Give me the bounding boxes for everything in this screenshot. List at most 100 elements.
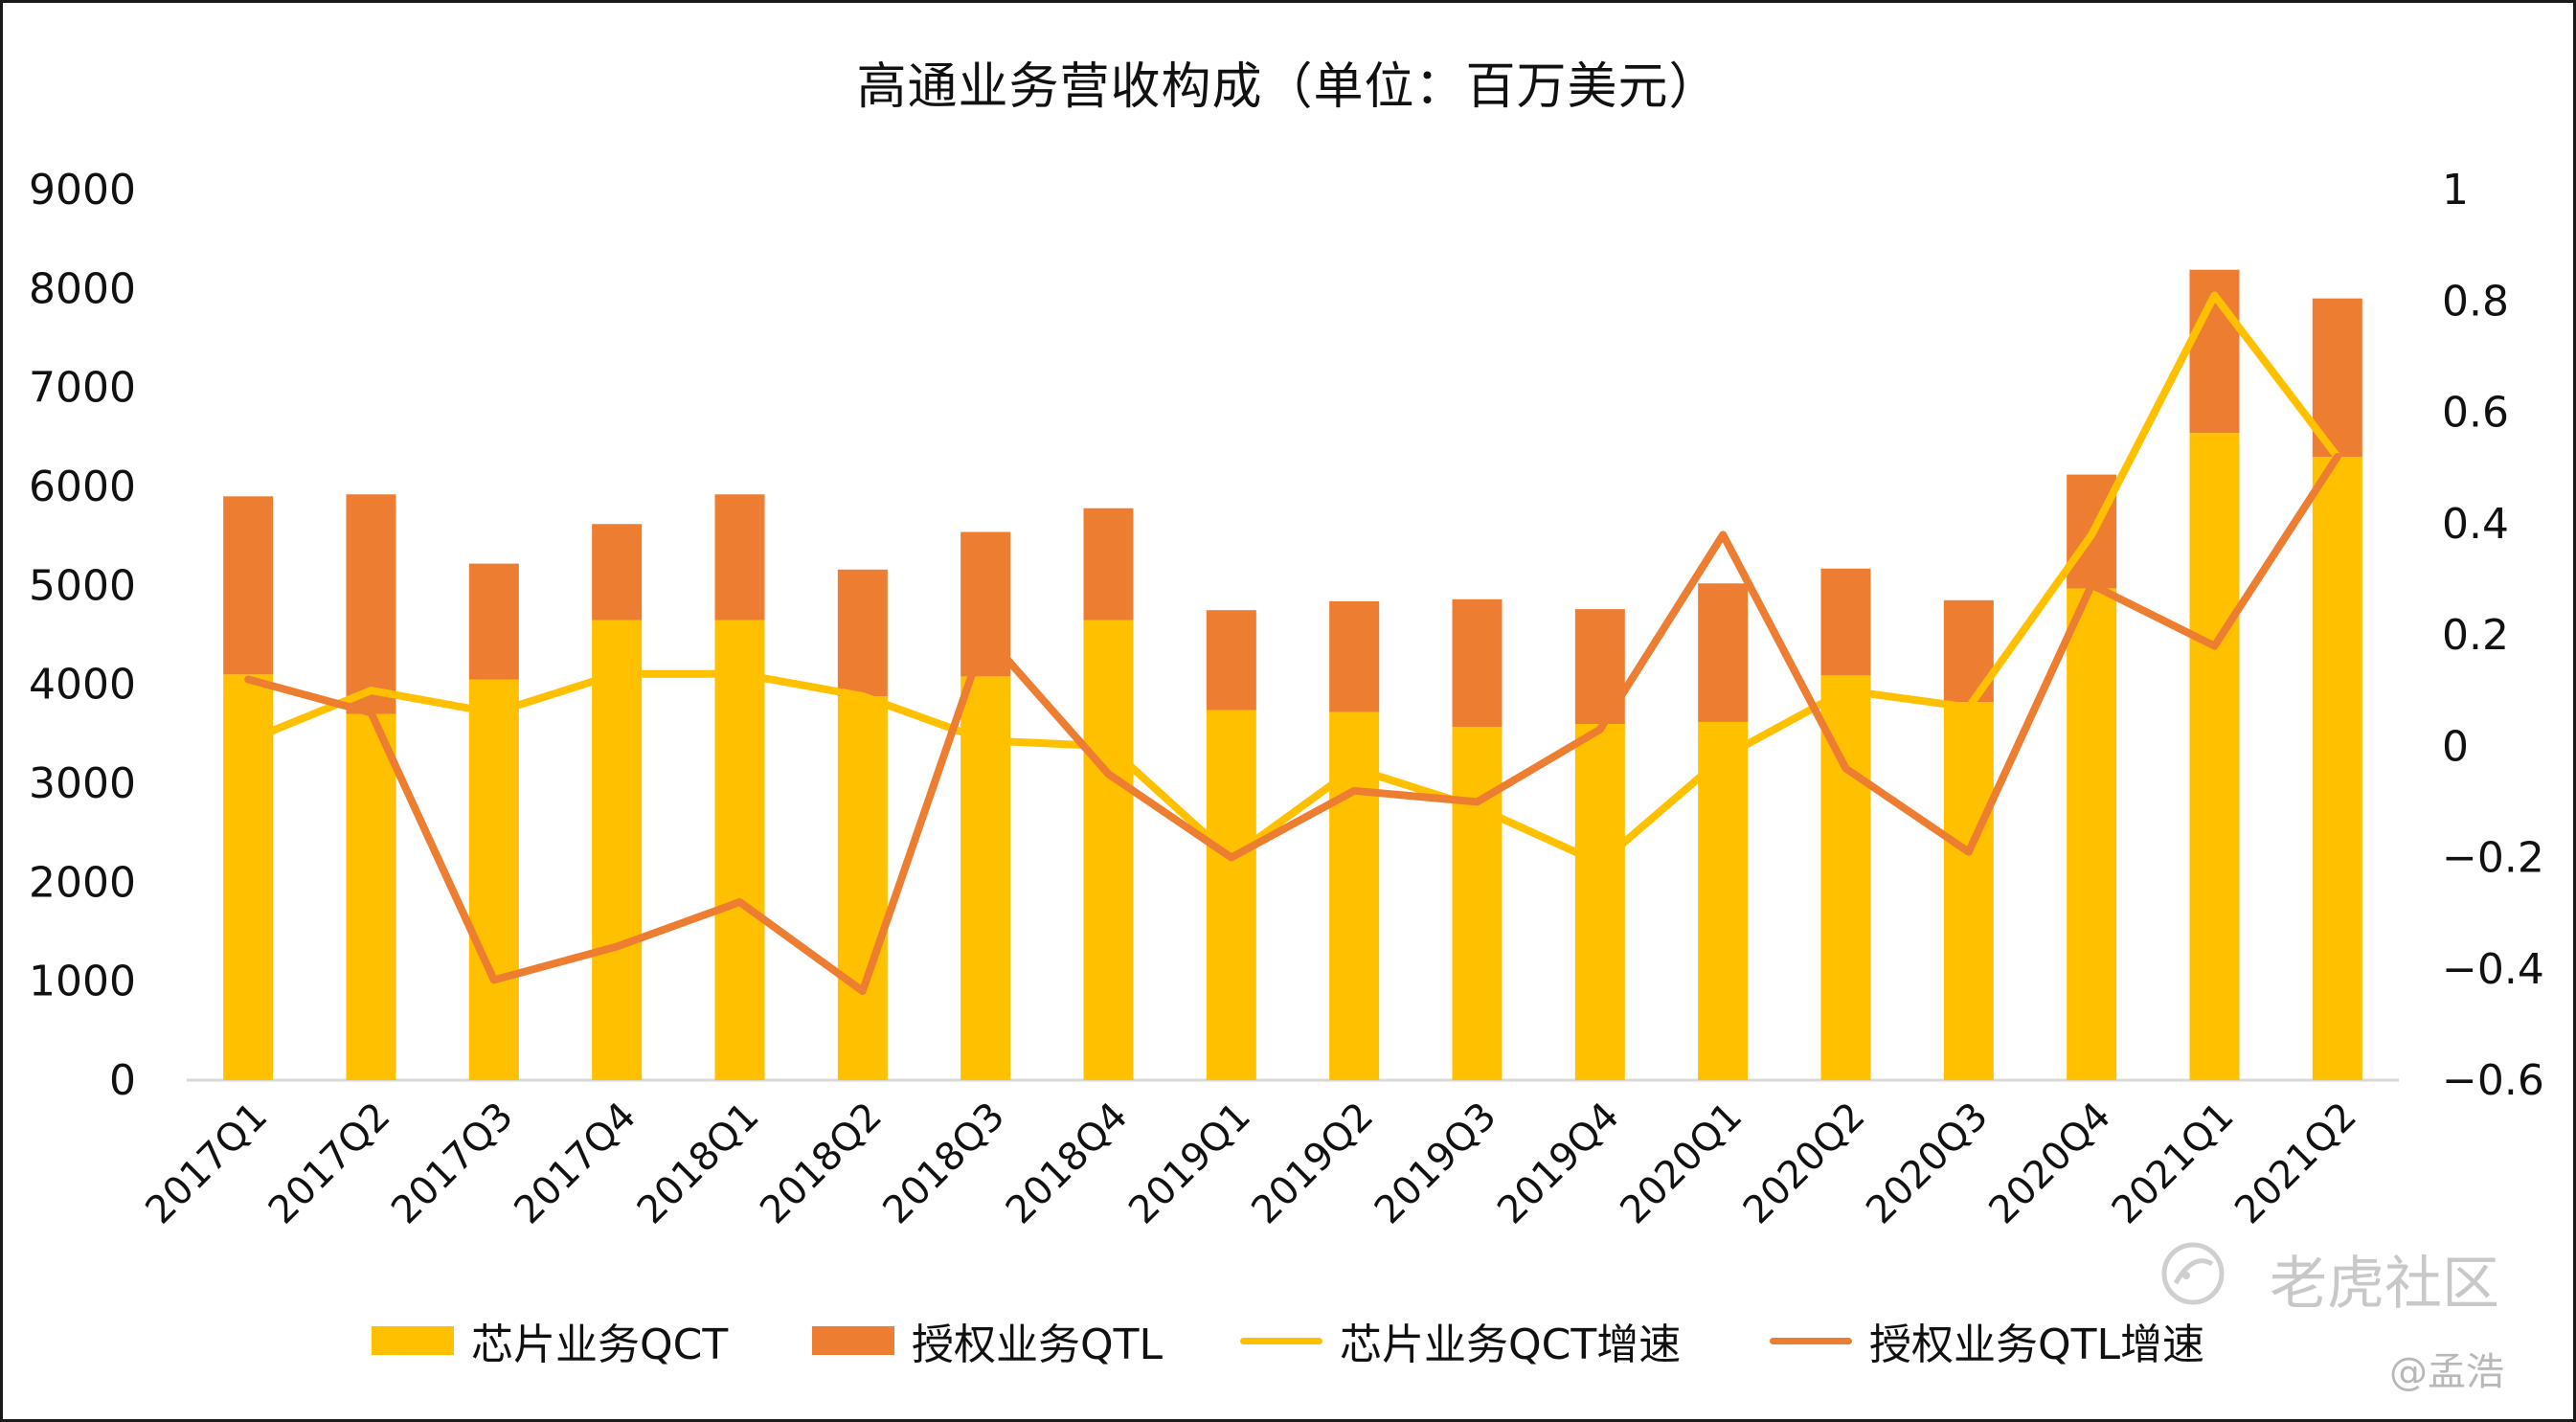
x-tick-label: 2018Q4 [998,1095,1137,1233]
bar-qtl [837,569,888,697]
y-right-tick-label: 1 [2442,166,2469,214]
point-qtl-growth [1598,728,1601,731]
line-qtl-growth [244,453,2341,995]
y-right-tick-label: 0.6 [2442,389,2509,438]
point-qct-growth [1353,767,1356,770]
bar-qtl [468,563,519,680]
point-qct-growth [984,739,987,742]
point-qtl-growth [1967,850,1970,853]
point-qtl-growth [1353,789,1356,792]
point-qct-growth [370,689,373,692]
legend-swatch-qct [372,1326,454,1355]
bar-qtl [1083,508,1134,621]
bar-qct [468,679,519,1080]
y-right-tick-label: 0 [2442,722,2469,771]
legend-item-qct[interactable]: 芯片业务QCT [372,1312,728,1369]
x-tick-label: 2018Q3 [874,1095,1013,1233]
x-tick-label: 2017Q1 [137,1095,276,1233]
bar-qtl [1329,600,1380,712]
legend-label-qct-growth: 芯片业务QCT增速 [1340,1320,1682,1369]
y-right-tick-label: −0.2 [2442,834,2544,883]
bar-qct [346,713,396,1080]
x-tick-label: 2018Q1 [629,1095,768,1233]
x-tick-label: 2020Q4 [1980,1095,2119,1233]
point-qct-growth [1967,706,1970,709]
x-tick-label: 2021Q1 [2104,1095,2243,1233]
bar-qtl [1698,583,1749,722]
y-left-tick-label: 2000 [29,858,136,907]
point-qtl-growth [984,634,987,636]
point-qtl-growth [1844,767,1847,770]
point-qtl-growth [2336,456,2339,458]
legend-label-qtl-growth: 授权业务QTL增速 [1869,1320,2205,1369]
point-qtl-growth [1722,533,1725,536]
y-right-tick-label: 0.4 [2442,500,2509,549]
point-qtl-growth [1107,773,1110,776]
point-qtl-growth [2213,644,2216,647]
point-qct-growth [247,739,250,742]
legend-label-qct: 芯片业务QCT [471,1320,729,1369]
tiger-logo-icon [2161,1242,2225,1305]
point-qct-growth [1722,756,1725,758]
x-tick-label: 2017Q3 [383,1095,522,1233]
y-left-tick-label: 1000 [29,958,136,1006]
legend-item-qtl[interactable]: 授权业务QTL [812,1312,1163,1369]
y-left-tick-label: 9000 [29,166,136,214]
point-qct-growth [861,694,864,697]
point-qct-growth [2090,533,2093,536]
point-qtl-growth [247,678,250,681]
bar-qtl [1820,568,1871,676]
point-qct-growth [1476,806,1479,809]
legend-line-qct-growth [1240,1337,1322,1344]
point-qtl-growth [370,711,373,714]
bar-qct [2189,433,2240,1080]
y-right-tick-label: 0.2 [2442,611,2509,660]
point-qct-growth [1844,689,1847,692]
bar-qtl [1452,598,1503,728]
legend-swatch-qtl [812,1326,894,1355]
x-tick-label: 2020Q3 [1858,1095,1997,1233]
bar-qct [2067,588,2117,1080]
point-qtl-growth [861,990,864,992]
y-left-tick-label: 4000 [29,661,136,710]
y-left-tick-label: 0 [109,1056,136,1105]
bar-qct [592,620,643,1080]
x-tick-label: 2018Q2 [752,1095,891,1233]
bar-qct [1698,721,1749,1080]
point-qtl-growth [616,945,619,948]
bar-qct [2312,457,2362,1080]
legend-item-qtl-growth[interactable]: 授权业务QTL增速 [1770,1312,2204,1369]
x-tick-label: 2019Q1 [1120,1095,1259,1233]
x-tick-label: 2019Q3 [1367,1095,1505,1233]
legend: 芯片业务QCT 授权业务QTL 芯片业务QCT增速 授权业务QTL增速 [0,1312,2576,1369]
point-qtl-growth [2090,583,2093,586]
bar-qct [1943,702,1994,1080]
chart-title: 高通业务营收构成（单位：百万美元） [856,58,1720,116]
bar-qct [837,696,888,1080]
x-tick-label: 2021Q2 [2226,1095,2365,1233]
y-left-tick-label: 8000 [29,264,136,313]
watermark-text: 老虎社区 [2270,1251,2499,1318]
bar-qtl [592,524,643,621]
bar-qct [1452,727,1503,1080]
point-qtl-growth [1476,801,1479,803]
point-qtl-growth [1230,856,1232,859]
line-qct-growth [244,291,2341,868]
y-left-tick-label: 3000 [29,759,136,808]
bar-qct [1083,620,1134,1080]
legend-item-qct-growth[interactable]: 芯片业务QCT增速 [1240,1312,1681,1369]
bar-qtl [223,496,274,675]
watermark: 老虎社区 [2155,1235,2538,1318]
bar-qtl [714,494,765,621]
x-tick-label: 2020Q1 [1612,1095,1751,1233]
y-right-tick-label: −0.6 [2442,1056,2544,1105]
y-left-tick-label: 5000 [29,561,136,610]
bar-qct [1574,724,1625,1080]
bar-qtl [346,494,396,714]
legend-line-qtl-growth [1770,1337,1852,1344]
x-tick-label: 2019Q2 [1243,1095,1382,1233]
legend-label-qtl: 授权业务QTL [912,1320,1164,1369]
point-qtl-growth [738,901,741,903]
